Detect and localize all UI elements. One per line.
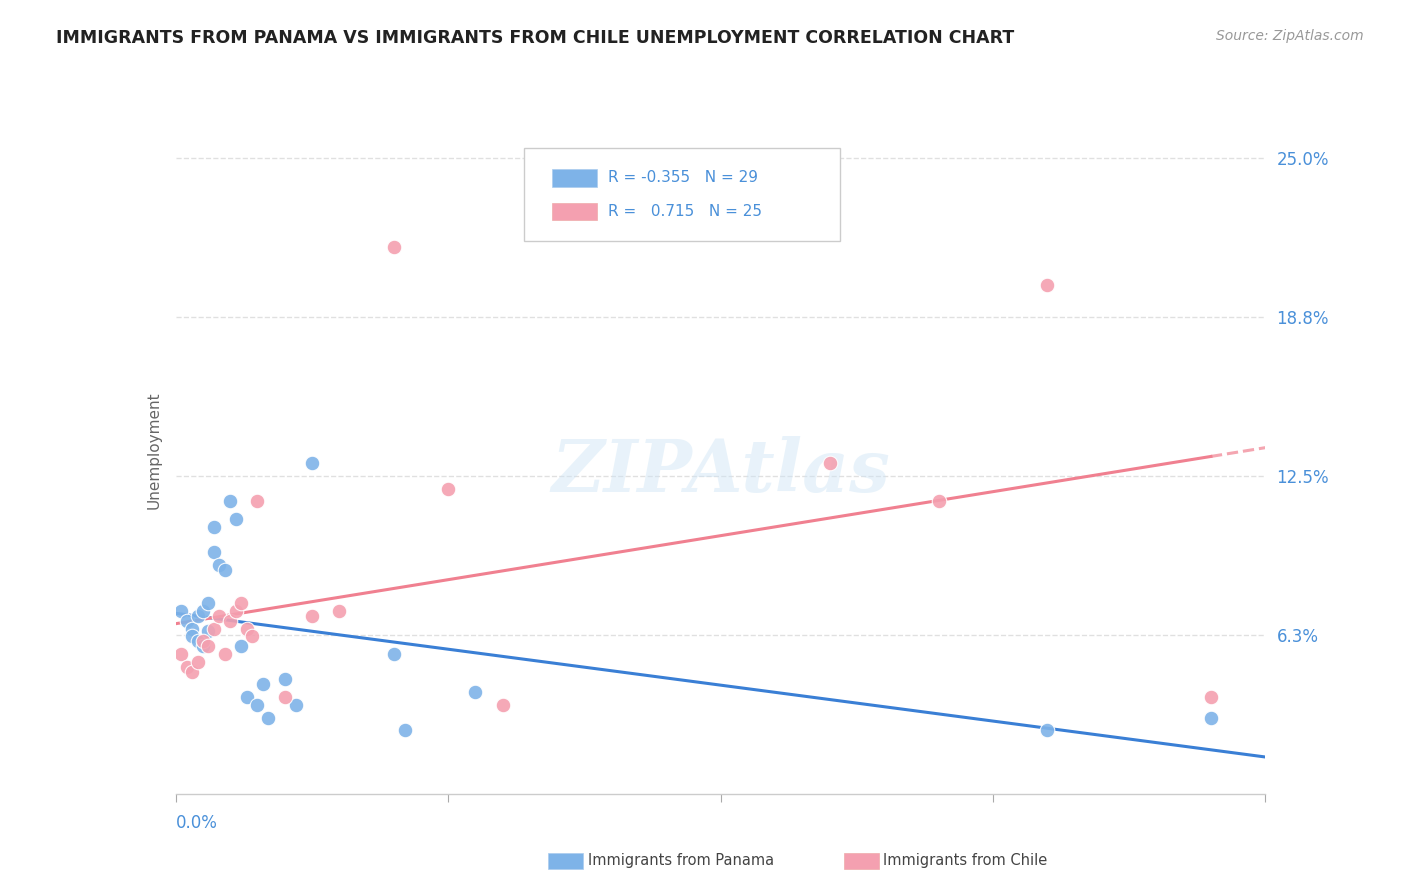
Point <box>176 659 198 673</box>
Point <box>191 634 214 648</box>
Text: R =   0.715   N = 25: R = 0.715 N = 25 <box>609 204 762 219</box>
Point <box>274 673 297 687</box>
Point <box>382 240 405 254</box>
Point <box>197 640 219 654</box>
Point <box>181 622 204 636</box>
Point <box>197 624 219 638</box>
Point <box>328 604 350 618</box>
Text: Immigrants from Chile: Immigrants from Chile <box>883 854 1047 868</box>
Text: IMMIGRANTS FROM PANAMA VS IMMIGRANTS FROM CHILE UNEMPLOYMENT CORRELATION CHART: IMMIGRANTS FROM PANAMA VS IMMIGRANTS FRO… <box>56 29 1015 46</box>
Point <box>225 512 247 526</box>
Point <box>214 647 236 661</box>
Point <box>1199 690 1222 705</box>
Point <box>1036 723 1059 738</box>
Point <box>197 596 219 610</box>
Point <box>252 677 274 691</box>
Point <box>394 723 416 738</box>
Point <box>818 456 841 470</box>
FancyBboxPatch shape <box>551 202 598 220</box>
Point <box>231 640 253 654</box>
Point <box>492 698 515 712</box>
Point <box>235 622 257 636</box>
FancyBboxPatch shape <box>551 169 598 186</box>
Point <box>240 629 263 643</box>
Point <box>186 608 209 623</box>
Text: 0.0%: 0.0% <box>176 814 218 832</box>
Point <box>464 685 486 699</box>
Point <box>246 494 269 508</box>
Point <box>928 494 950 508</box>
Point <box>246 698 269 712</box>
Point <box>231 596 253 610</box>
Point <box>301 456 323 470</box>
Point <box>202 622 225 636</box>
Point <box>186 655 209 669</box>
Point <box>225 604 247 618</box>
Point <box>181 665 204 679</box>
Point <box>170 604 193 618</box>
Point <box>219 494 242 508</box>
Point <box>208 558 231 572</box>
Point <box>301 608 323 623</box>
Point <box>1036 278 1059 293</box>
Point <box>191 604 214 618</box>
Point <box>214 563 236 577</box>
Point <box>382 647 405 661</box>
Point <box>181 629 204 643</box>
Point <box>176 614 198 628</box>
Point <box>219 614 242 628</box>
Point <box>191 640 214 654</box>
Point <box>208 608 231 623</box>
Text: Source: ZipAtlas.com: Source: ZipAtlas.com <box>1216 29 1364 43</box>
Y-axis label: Unemployment: Unemployment <box>146 392 162 509</box>
Point <box>202 520 225 534</box>
Point <box>186 634 209 648</box>
Point <box>170 647 193 661</box>
Text: R = -0.355   N = 29: R = -0.355 N = 29 <box>609 170 758 186</box>
Point <box>274 690 297 705</box>
FancyBboxPatch shape <box>524 148 841 241</box>
Point <box>437 482 460 496</box>
Point <box>257 710 280 724</box>
Point <box>284 698 307 712</box>
Text: ZIPAtlas: ZIPAtlas <box>551 435 890 507</box>
Point <box>202 545 225 559</box>
Text: Immigrants from Panama: Immigrants from Panama <box>588 854 773 868</box>
Point <box>235 690 257 705</box>
Point <box>1199 710 1222 724</box>
